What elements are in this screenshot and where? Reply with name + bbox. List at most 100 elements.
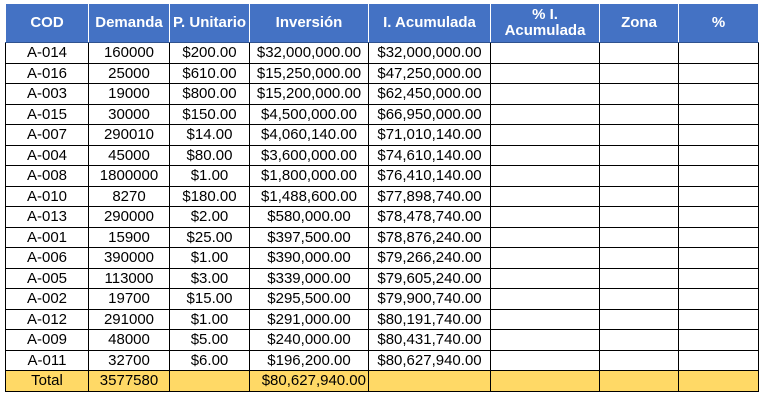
porcentaje-acumulada-cell[interactable] [490,83,600,105]
inversion-cell[interactable]: $240,000.00 [249,329,369,351]
inversion-cell[interactable]: $295,500.00 [249,288,369,310]
total-inversion-cell[interactable]: $80,627,940.00 [249,370,369,392]
precio-cell[interactable]: $2.00 [169,206,250,228]
acumulada-cell[interactable]: $32,000,000.00 [368,42,491,64]
acumulada-cell[interactable]: $76,410,140.00 [368,165,491,187]
inversion-cell[interactable]: $291,000.00 [249,308,369,330]
zona-cell[interactable] [599,206,679,228]
inversion-cell[interactable]: $1,488,600.00 [249,185,369,207]
zona-cell[interactable] [599,329,679,351]
inversion-cell[interactable]: $4,060,140.00 [249,124,369,146]
zona-cell[interactable] [599,103,679,125]
acumulada-cell[interactable]: $71,010,140.00 [368,124,491,146]
porcentaje-cell[interactable] [678,62,759,84]
total-acumulada-cell[interactable] [368,370,491,392]
header-cell-inversion-acumulada[interactable]: I. Acumulada [368,3,491,43]
inversion-cell[interactable]: $32,000,000.00 [249,42,369,64]
porcentaje-cell[interactable] [678,247,759,269]
cod-cell[interactable]: A-013 [5,206,89,228]
acumulada-cell[interactable]: $80,627,940.00 [368,349,491,371]
porcentaje-cell[interactable] [678,267,759,289]
demanda-cell[interactable]: 15900 [88,226,170,248]
total-label-cell[interactable]: Total [5,370,89,392]
precio-cell[interactable]: $180.00 [169,185,250,207]
porcentaje-cell[interactable] [678,165,759,187]
precio-cell[interactable]: $1.00 [169,165,250,187]
demanda-cell[interactable]: 8270 [88,185,170,207]
acumulada-cell[interactable]: $80,191,740.00 [368,308,491,330]
porcentaje-cell[interactable] [678,185,759,207]
total-precio-cell[interactable] [169,370,250,392]
demanda-cell[interactable]: 19000 [88,83,170,105]
header-cell-cod[interactable]: COD [5,3,89,43]
precio-cell[interactable]: $1.00 [169,247,250,269]
cod-cell[interactable]: A-001 [5,226,89,248]
demanda-cell[interactable]: 113000 [88,267,170,289]
porcentaje-acumulada-cell[interactable] [490,124,600,146]
demanda-cell[interactable]: 291000 [88,308,170,330]
cod-cell[interactable]: A-006 [5,247,89,269]
precio-cell[interactable]: $5.00 [169,329,250,351]
inversion-cell[interactable]: $15,250,000.00 [249,62,369,84]
demanda-cell[interactable]: 1800000 [88,165,170,187]
zona-cell[interactable] [599,267,679,289]
header-cell-zona[interactable]: Zona [599,3,679,43]
porcentaje-acumulada-cell[interactable] [490,308,600,330]
inversion-cell[interactable]: $397,500.00 [249,226,369,248]
porcentaje-cell[interactable] [678,42,759,64]
cod-cell[interactable]: A-014 [5,42,89,64]
total-porcentaje-acumulada-cell[interactable] [490,370,600,392]
zona-cell[interactable] [599,42,679,64]
acumulada-cell[interactable]: $79,900,740.00 [368,288,491,310]
zona-cell[interactable] [599,124,679,146]
zona-cell[interactable] [599,165,679,187]
demanda-cell[interactable]: 390000 [88,247,170,269]
acumulada-cell[interactable]: $74,610,140.00 [368,144,491,166]
total-demanda-cell[interactable]: 3577580 [88,370,170,392]
zona-cell[interactable] [599,62,679,84]
acumulada-cell[interactable]: $80,431,740.00 [368,329,491,351]
demanda-cell[interactable]: 19700 [88,288,170,310]
precio-cell[interactable]: $15.00 [169,288,250,310]
precio-cell[interactable]: $200.00 [169,42,250,64]
zona-cell[interactable] [599,349,679,371]
inversion-cell[interactable]: $580,000.00 [249,206,369,228]
cod-cell[interactable]: A-011 [5,349,89,371]
precio-cell[interactable]: $800.00 [169,83,250,105]
demanda-cell[interactable]: 32700 [88,349,170,371]
demanda-cell[interactable]: 290010 [88,124,170,146]
header-cell-porcentaje-acumulada[interactable]: % I. Acumulada [490,3,600,43]
inversion-cell[interactable]: $1,800,000.00 [249,165,369,187]
cod-cell[interactable]: A-012 [5,308,89,330]
cod-cell[interactable]: A-004 [5,144,89,166]
inversion-cell[interactable]: $339,000.00 [249,267,369,289]
header-cell-precio-unitario[interactable]: P. Unitario [169,3,250,43]
zona-cell[interactable] [599,226,679,248]
acumulada-cell[interactable]: $66,950,000.00 [368,103,491,125]
precio-cell[interactable]: $80.00 [169,144,250,166]
porcentaje-acumulada-cell[interactable] [490,103,600,125]
porcentaje-acumulada-cell[interactable] [490,42,600,64]
zona-cell[interactable] [599,83,679,105]
precio-cell[interactable]: $150.00 [169,103,250,125]
inversion-cell[interactable]: $3,600,000.00 [249,144,369,166]
precio-cell[interactable]: $610.00 [169,62,250,84]
zona-cell[interactable] [599,247,679,269]
porcentaje-acumulada-cell[interactable] [490,165,600,187]
porcentaje-cell[interactable] [678,349,759,371]
zona-cell[interactable] [599,288,679,310]
porcentaje-cell[interactable] [678,308,759,330]
cod-cell[interactable]: A-007 [5,124,89,146]
zona-cell[interactable] [599,308,679,330]
porcentaje-cell[interactable] [678,83,759,105]
cod-cell[interactable]: A-010 [5,185,89,207]
demanda-cell[interactable]: 30000 [88,103,170,125]
total-porcentaje-cell[interactable] [678,370,759,392]
demanda-cell[interactable]: 48000 [88,329,170,351]
precio-cell[interactable]: $1.00 [169,308,250,330]
porcentaje-acumulada-cell[interactable] [490,267,600,289]
cod-cell[interactable]: A-008 [5,165,89,187]
porcentaje-cell[interactable] [678,329,759,351]
acumulada-cell[interactable]: $79,266,240.00 [368,247,491,269]
header-cell-porcentaje[interactable]: % [678,3,759,43]
